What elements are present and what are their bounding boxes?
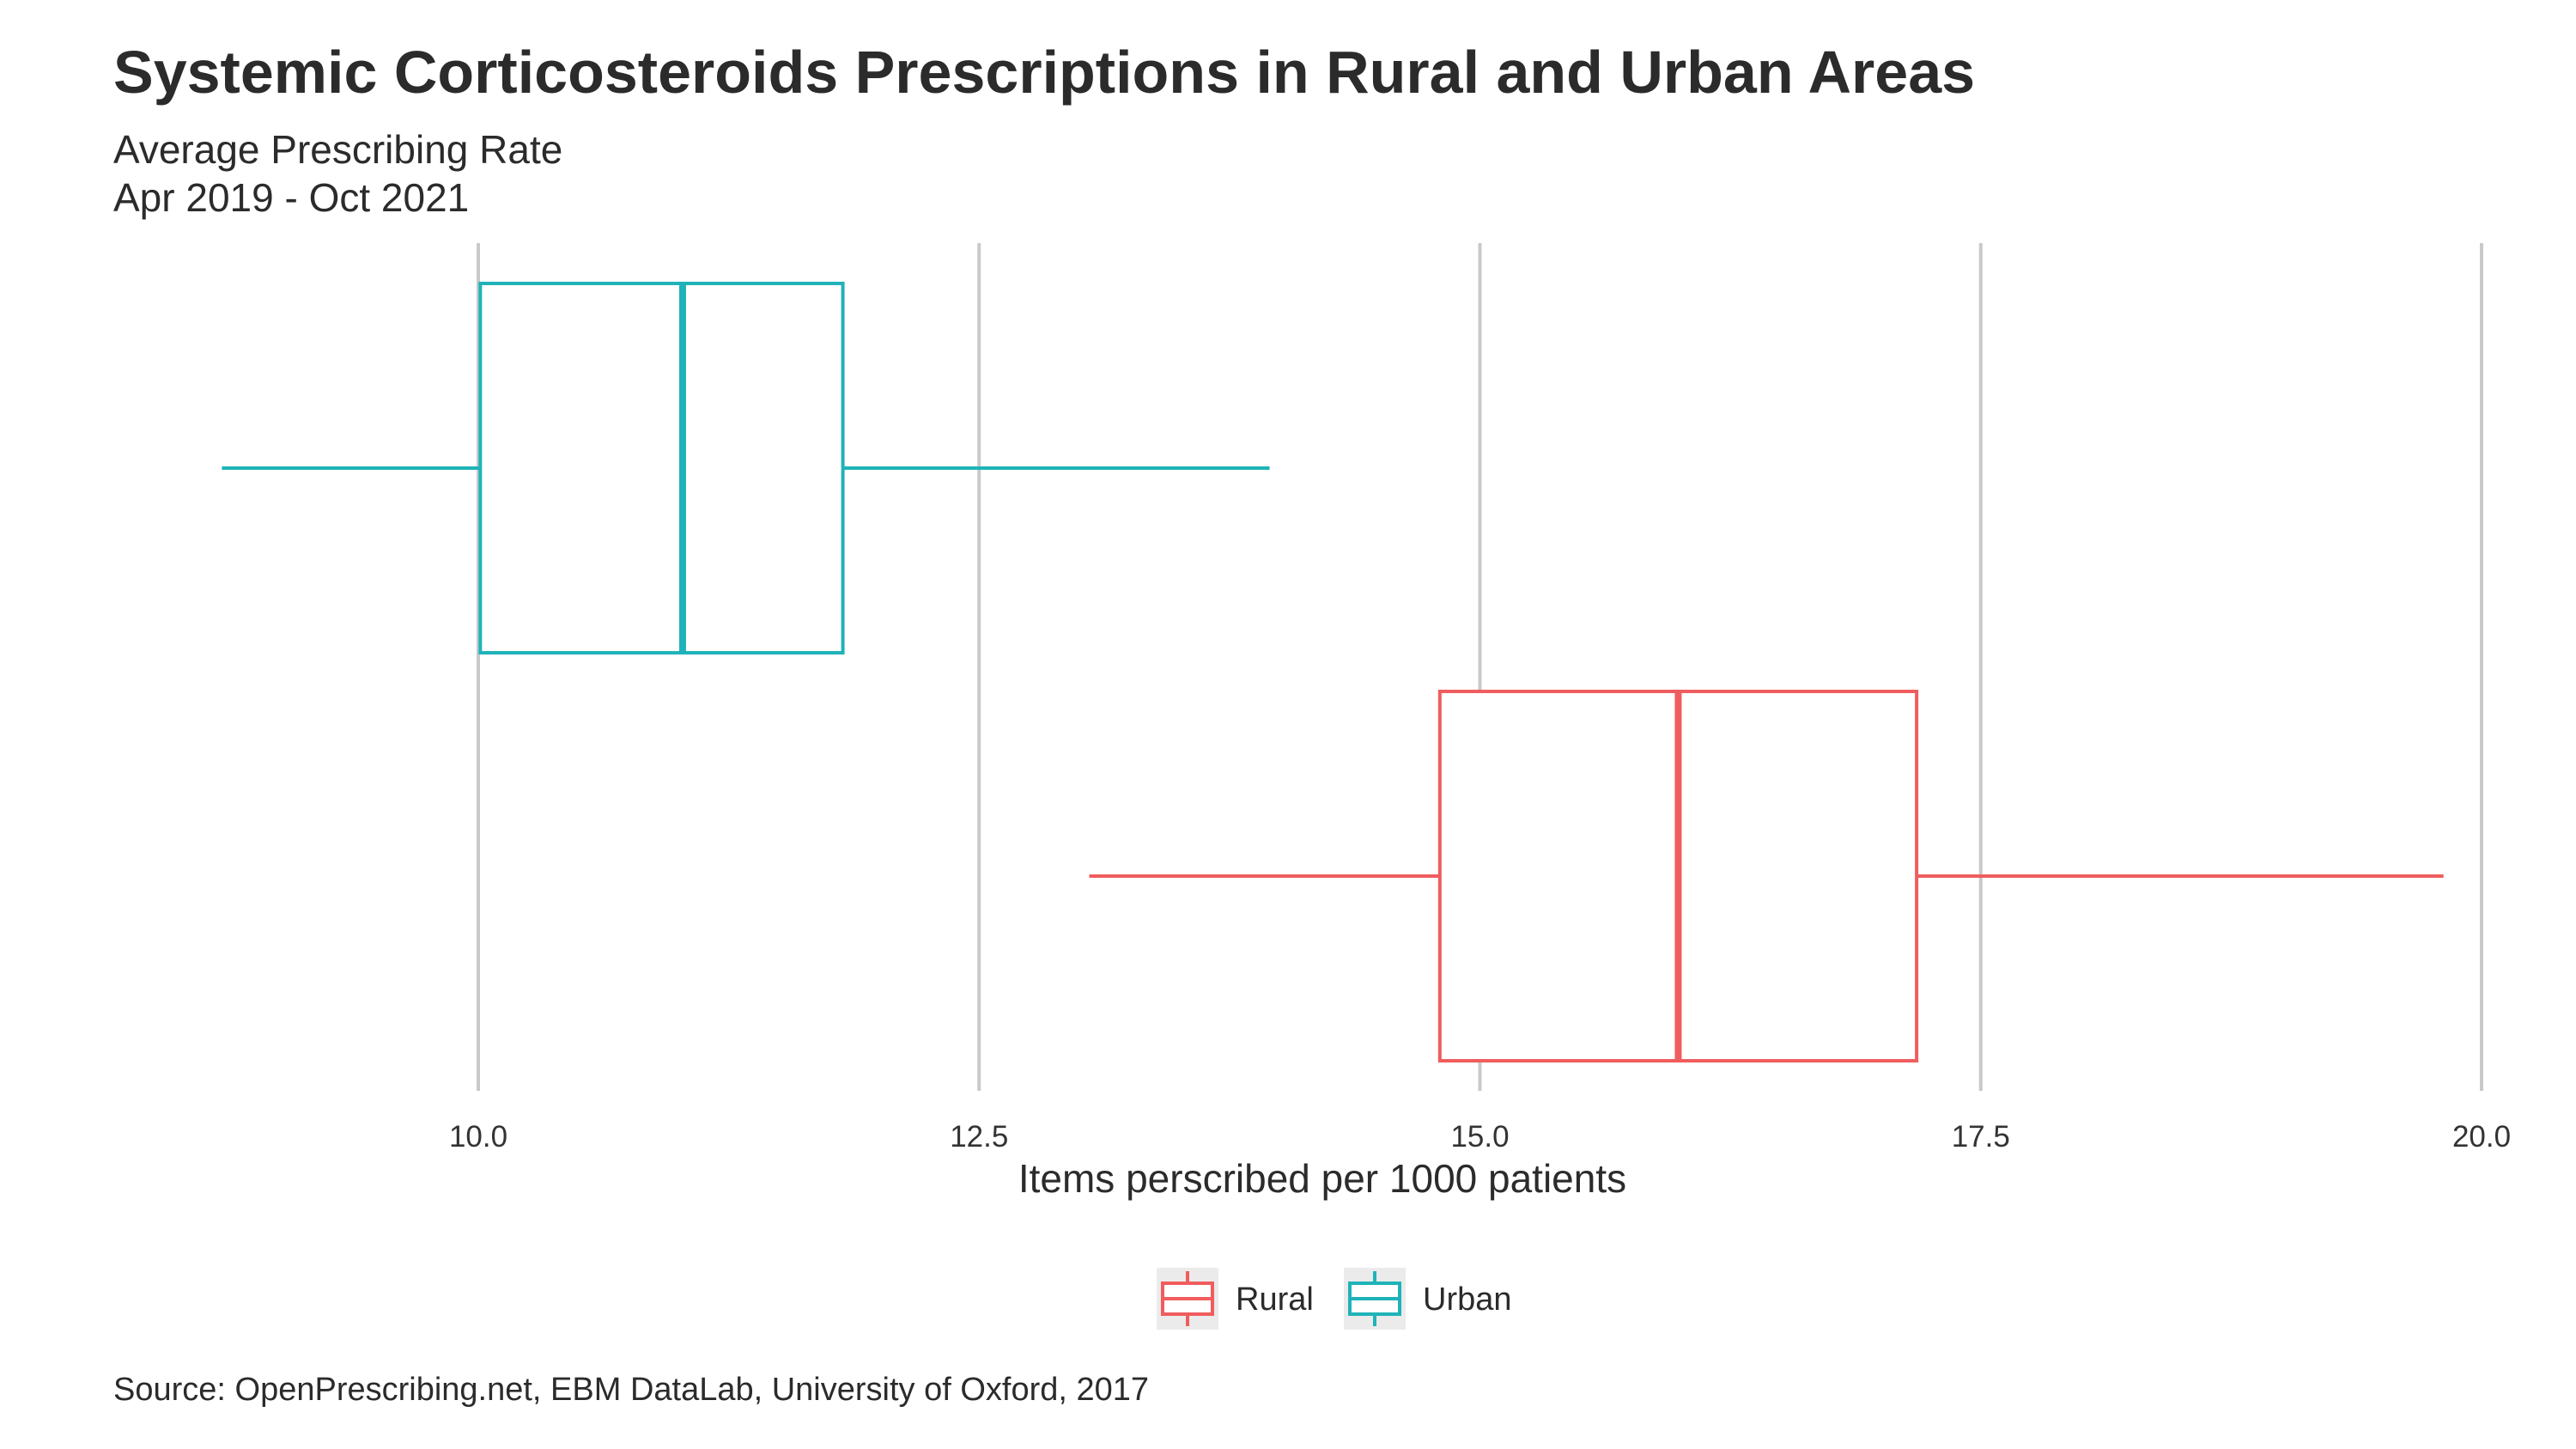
legend-item-rural: Rural <box>1157 1268 1314 1330</box>
x-tick-label-3: 17.5 <box>1952 1120 2010 1154</box>
x-axis-ticks: 10.0 12.5 15.0 17.5 20.0 <box>449 1120 2511 1154</box>
legend: Rural Urban <box>1157 1268 1512 1330</box>
subtitle-line-2: Apr 2019 - Oct 2021 <box>113 175 470 220</box>
legend-label-urban: Urban <box>1423 1282 1512 1318</box>
legend-label-rural: Rural <box>1236 1282 1314 1318</box>
legend-item-urban: Urban <box>1344 1268 1512 1330</box>
x-tick-label-2: 15.0 <box>1450 1120 1509 1154</box>
subtitle-line-1: Average Prescribing Rate <box>113 127 563 172</box>
x-tick-label-0: 10.0 <box>449 1120 507 1154</box>
x-tick-label-4: 20.0 <box>2452 1120 2511 1154</box>
boxplot-series <box>222 282 2444 1062</box>
boxplot-urban <box>222 282 1270 654</box>
x-tick-label-1: 12.5 <box>950 1120 1008 1154</box>
chart-caption: Source: OpenPrescribing.net, EBM DataLab… <box>113 1372 1150 1408</box>
boxplot-rural <box>1089 690 2444 1062</box>
chart-subtitle: Average Prescribing Rate Apr 2019 - Oct … <box>113 125 562 222</box>
chart-title: Systemic Corticosteroids Prescriptions i… <box>113 39 1976 106</box>
urban-iqr-box <box>478 282 845 654</box>
x-axis-title: Items perscribed per 1000 patients <box>1018 1156 1626 1201</box>
